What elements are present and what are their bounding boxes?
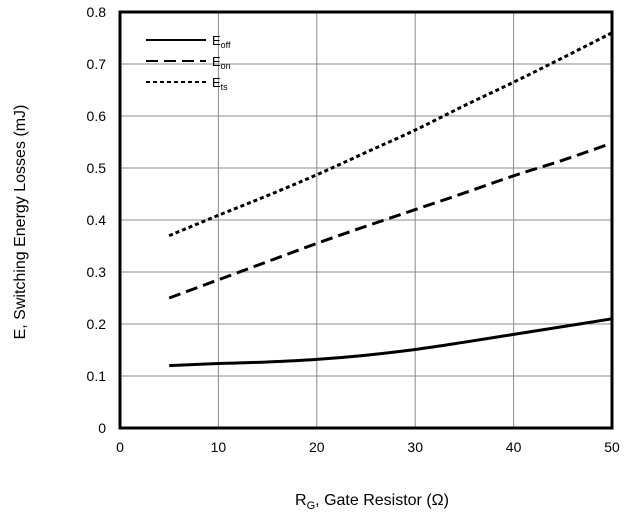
y-tick-label: 0.6: [87, 108, 107, 124]
x-tick-label: 20: [309, 439, 325, 455]
x-tick-label: 10: [211, 439, 227, 455]
y-tick-label: 0.7: [87, 56, 107, 72]
y-tick-label: 0.8: [87, 4, 107, 20]
series-lines: [168, 31, 613, 368]
x-axis-title: RG, Gate Resistor (Ω): [295, 492, 449, 512]
tick-labels: 0 10 20 30 40 50 0 0.1 0.2 0.3 0.4 0.5 0.6 0.7 0.8: [87, 4, 620, 455]
x-axis-title-rest: , Gate Resistor (Ω): [315, 492, 449, 509]
legend-ets-sub: ts: [221, 82, 229, 92]
y-tick-label: 0.1: [87, 368, 107, 384]
x-axis-title-sub: G: [307, 500, 316, 512]
legend-ets-main: E: [212, 75, 221, 90]
legend-label-ets: Ets: [212, 75, 228, 92]
plot-frame: [118, 10, 614, 430]
x-axis-title-main: R: [295, 492, 307, 509]
y-tick-label: 0.2: [87, 316, 107, 332]
x-tick-label: 30: [407, 439, 423, 455]
series-line-ets: [168, 31, 613, 237]
legend: Eoff Eon Ets: [146, 33, 231, 92]
y-axis-title: E, Switching Energy Losses (mJ): [12, 105, 29, 340]
x-tick-label: 50: [604, 439, 620, 455]
legend-eoff-sub: off: [221, 40, 231, 50]
legend-eon-main: E: [212, 54, 221, 69]
y-tick-label: 0.4: [87, 212, 107, 228]
legend-eoff-main: E: [212, 33, 221, 48]
x-tick-label: 0: [116, 439, 124, 455]
legend-label-eoff: Eoff: [212, 33, 231, 50]
series-line-eon: [168, 141, 613, 300]
legend-eon-sub: on: [221, 61, 231, 71]
legend-label-eon: Eon: [212, 54, 231, 71]
y-tick-label: 0: [98, 420, 106, 436]
y-tick-label: 0.5: [87, 160, 107, 176]
x-tick-label: 40: [506, 439, 522, 455]
series-line-eoff: [169, 317, 613, 368]
y-tick-label: 0.3: [87, 264, 107, 280]
